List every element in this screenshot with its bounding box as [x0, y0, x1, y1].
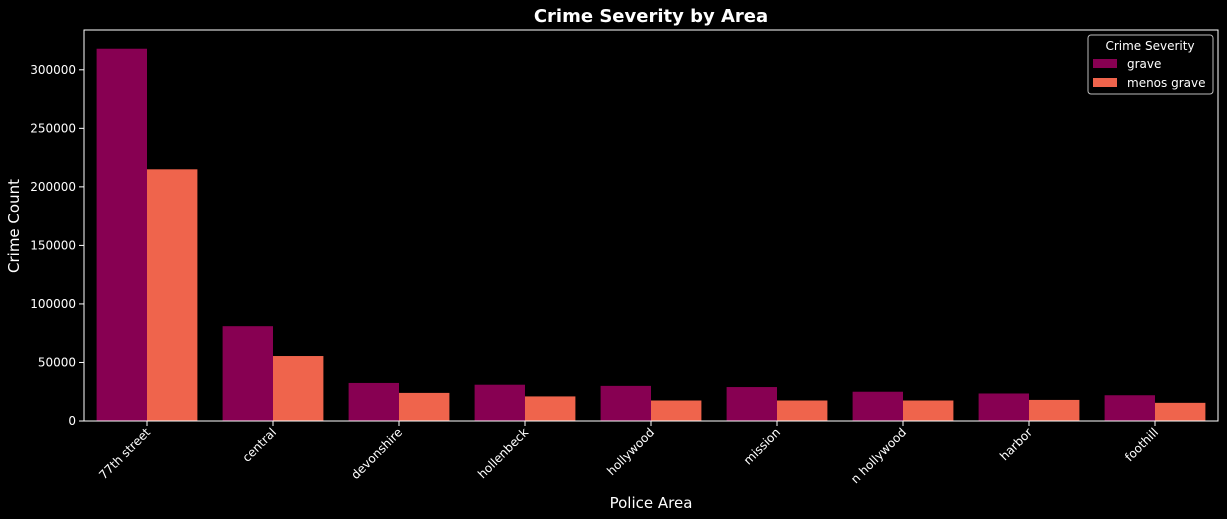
legend-label-grave: grave [1127, 57, 1161, 71]
legend-swatch-grave [1093, 59, 1117, 68]
y-tick-label: 50000 [38, 355, 76, 369]
bar-hollywood-menos-grave [651, 400, 702, 421]
y-axis-label: Crime Count [5, 179, 23, 273]
y-tick-label: 300000 [30, 63, 76, 77]
legend-swatch-menos-grave [1093, 78, 1117, 87]
bar-n-hollywood-grave [852, 391, 903, 421]
y-axis: 0 50000 100000 150000 200000 250000 300000 [30, 63, 84, 428]
bar-n-hollywood-menos-grave [903, 400, 954, 421]
bar-hollenbeck-grave [474, 384, 525, 421]
y-tick-label: 150000 [30, 238, 76, 252]
legend-title: Crime Severity [1105, 39, 1194, 53]
bars-layer [96, 48, 1206, 421]
bar-central-menos-grave [273, 356, 324, 421]
legend-box [1087, 34, 1214, 95]
y-tick-label: 100000 [30, 297, 76, 311]
bar-77th-street-grave [96, 48, 147, 421]
bar-77th-street-menos-grave [147, 169, 198, 421]
bar-foothill-grave [1104, 395, 1155, 421]
bar-hollenbeck-menos-grave [525, 396, 576, 421]
bar-mission-grave [726, 387, 777, 421]
bar-central-grave [222, 326, 273, 421]
y-tick-label: 0 [68, 414, 76, 428]
bar-devonshire-menos-grave [399, 392, 450, 421]
bar-hollywood-grave [600, 385, 651, 421]
bar-harbor-grave [978, 393, 1029, 421]
bar-mission-menos-grave [777, 400, 828, 421]
legend-label-menos-grave: menos grave [1127, 76, 1205, 90]
bar-harbor-menos-grave [1029, 399, 1080, 421]
legend: Crime Severity grave menos grave [1087, 34, 1214, 95]
chart-title: Crime Severity by Area [534, 6, 768, 27]
bar-devonshire-grave [348, 382, 399, 421]
bar-foothill-menos-grave [1155, 402, 1206, 421]
y-tick-label: 250000 [30, 121, 76, 135]
y-tick-label: 200000 [30, 180, 76, 194]
x-axis-label: Police Area [610, 494, 693, 512]
